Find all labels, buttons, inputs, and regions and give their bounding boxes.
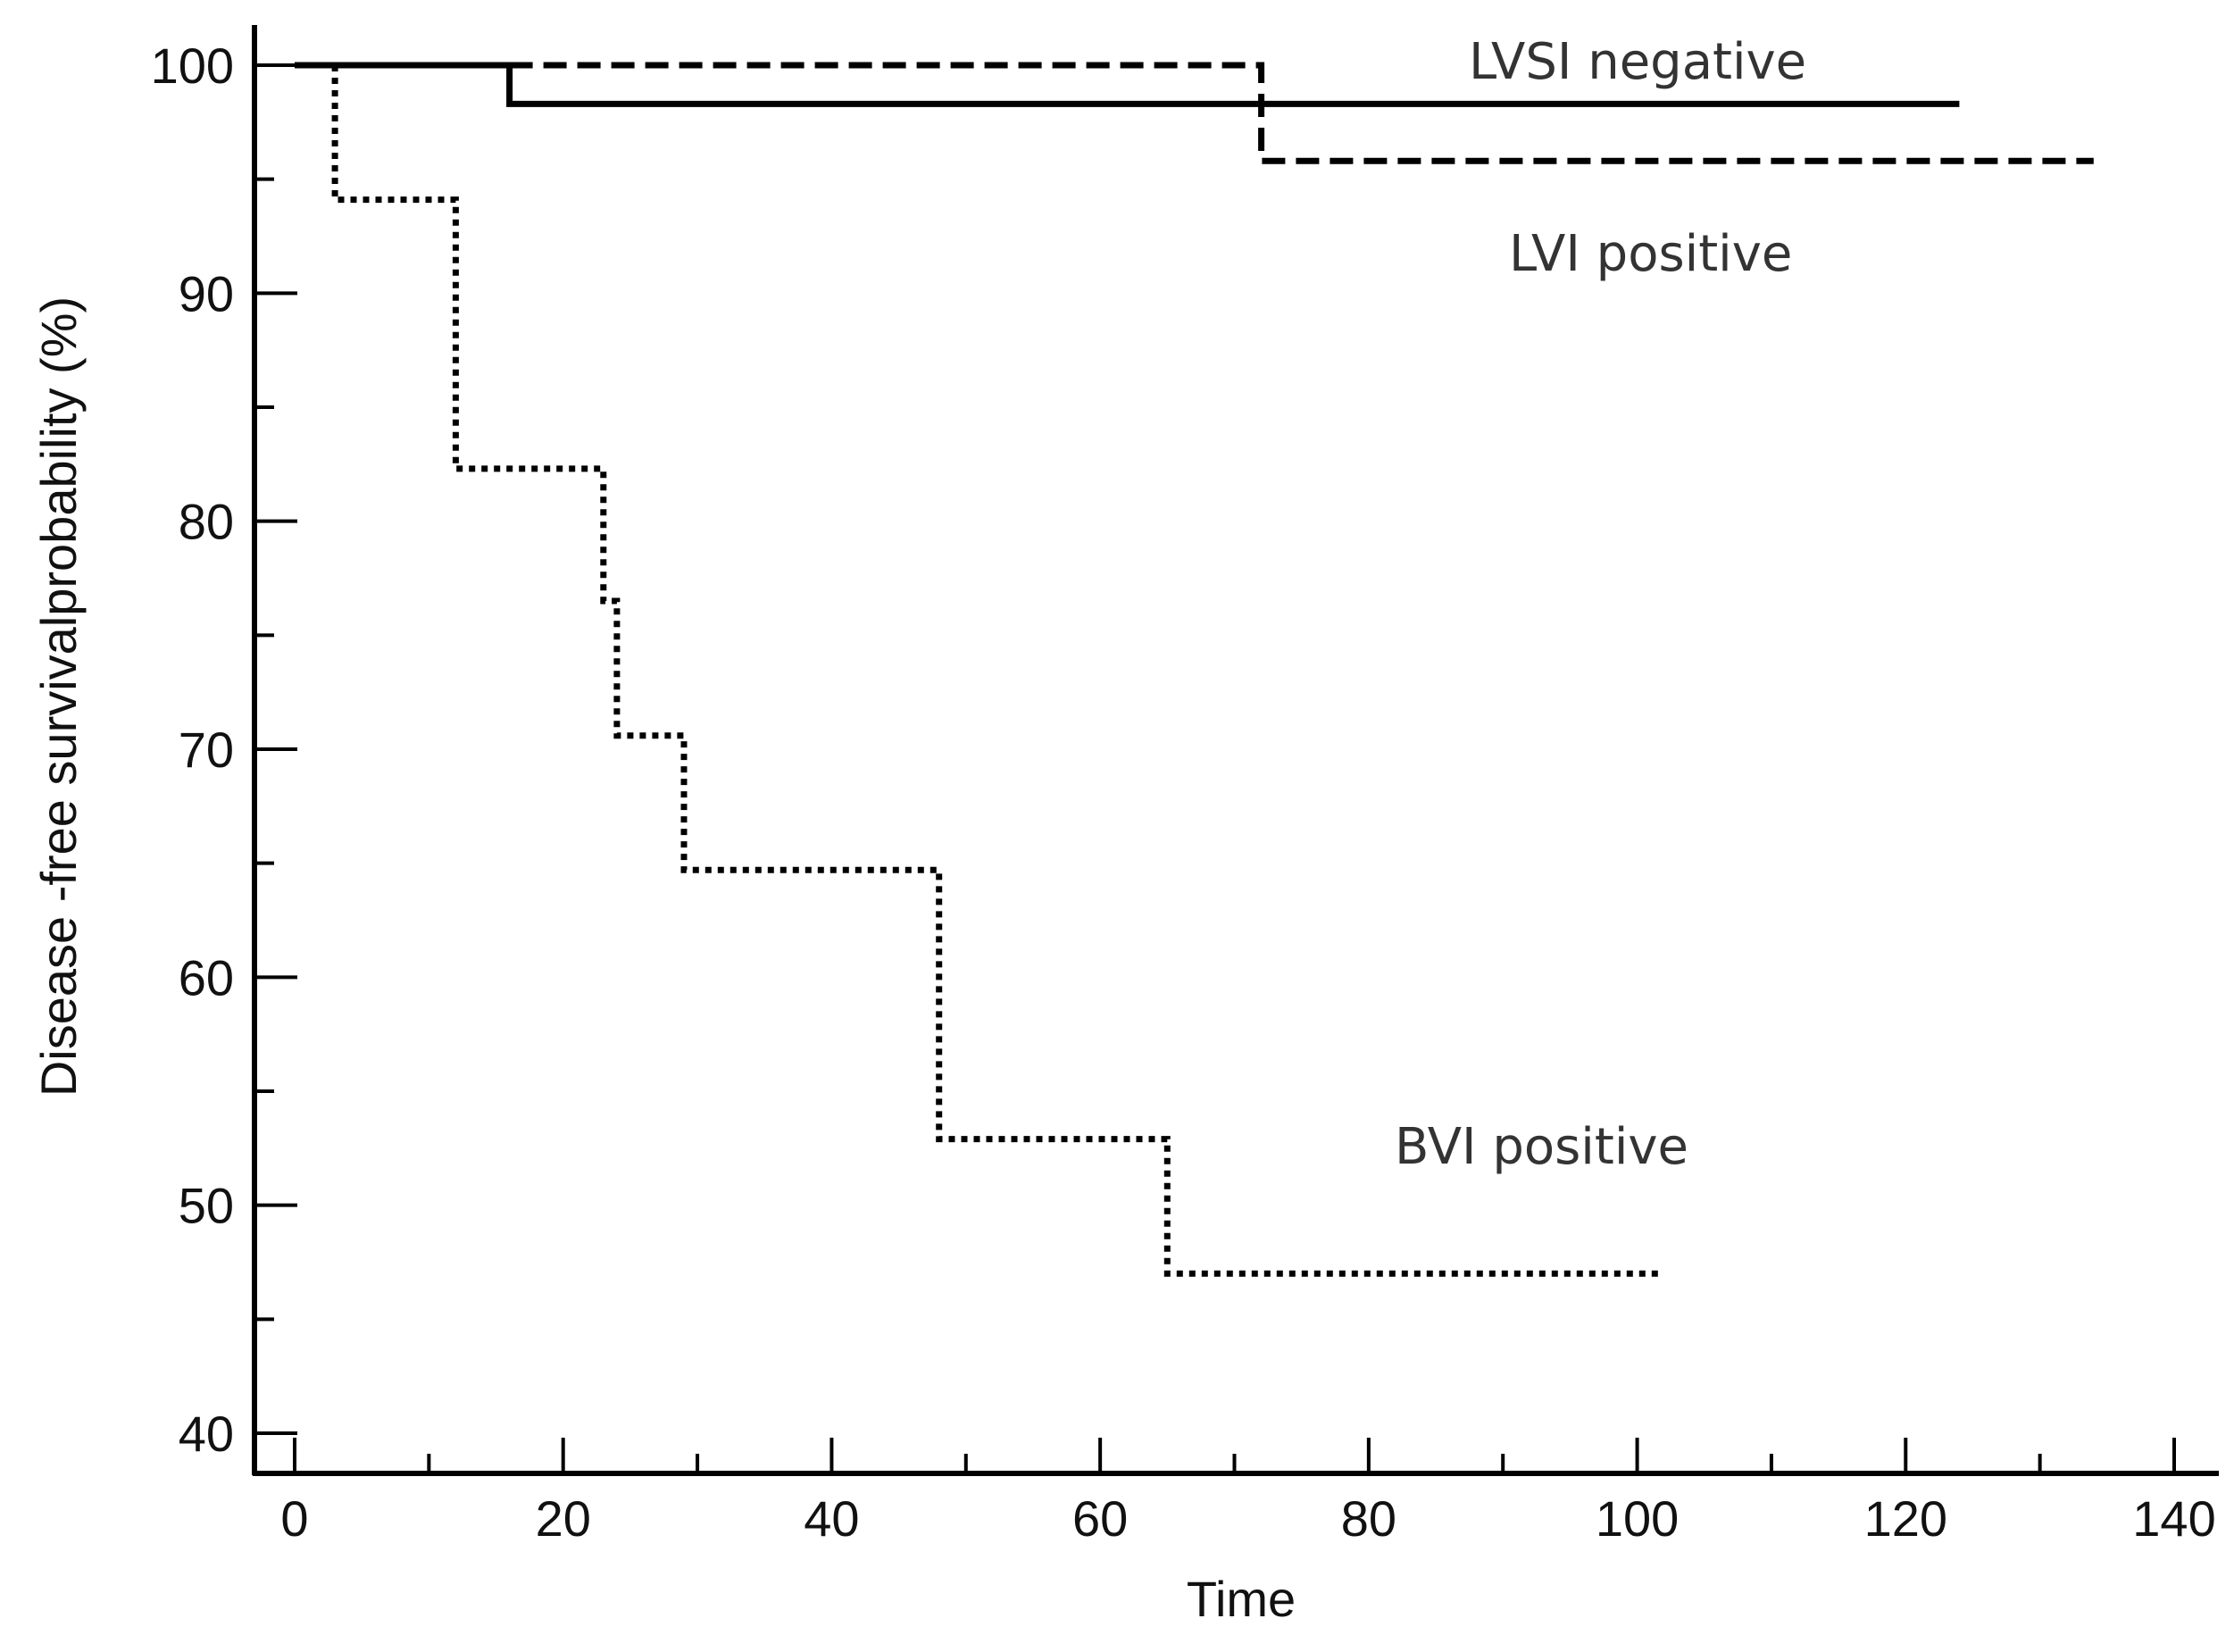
y-tick-label: 70	[179, 722, 234, 778]
x-tick-label: 100	[1596, 1490, 1679, 1547]
axis-layer: 40 50 60 70 80 90 100 0 20 40 60 80 100 120 140	[151, 25, 2219, 1547]
y-tick-label: 50	[179, 1178, 234, 1234]
y-tick-label: 100	[151, 38, 234, 94]
series-label-lvi-positive: LVI positive	[1509, 225, 1792, 283]
x-tick-label: 20	[536, 1490, 591, 1547]
y-tick-label: 40	[179, 1406, 234, 1462]
y-tick-label: 90	[179, 265, 234, 321]
x-tick-label: 0	[280, 1490, 308, 1547]
x-tick-label: 140	[2132, 1490, 2215, 1547]
x-tick-label: 80	[1341, 1490, 1396, 1547]
y-tick-label: 80	[179, 494, 234, 550]
series-layer	[295, 62, 2094, 1277]
series-label-lvsi-negative: LVSI negative	[1469, 33, 1806, 91]
x-tick-label: 60	[1072, 1490, 1128, 1547]
series-label-bvi-positive: BVI positive	[1395, 1118, 1688, 1176]
series-line-bvi-positive	[331, 65, 1664, 1277]
x-axis-title: Time	[1187, 1571, 1296, 1627]
label-layer: Time Disease -free survivalprobability (…	[30, 33, 1806, 1627]
y-axis-title: Disease -free survivalprobability (%)	[30, 296, 87, 1097]
x-tick-label: 40	[804, 1490, 859, 1547]
y-tick-label: 60	[179, 949, 234, 1005]
x-tick-label: 120	[1864, 1490, 1947, 1547]
series-line-lvi-positive	[509, 62, 2094, 164]
series-line-lvsi-negative	[295, 62, 1960, 107]
